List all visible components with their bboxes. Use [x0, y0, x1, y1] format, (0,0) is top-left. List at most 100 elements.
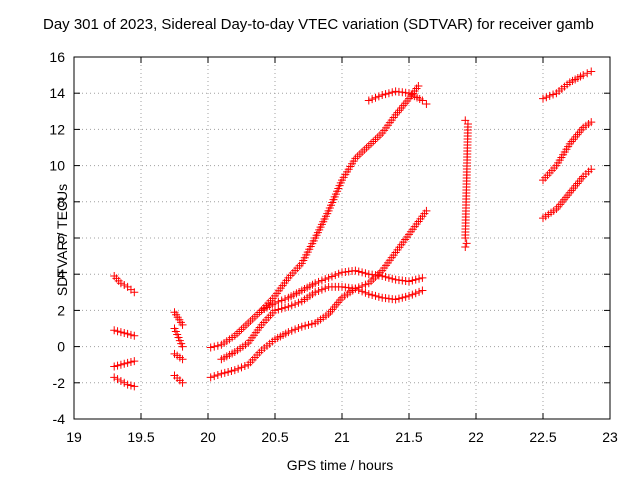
- data-point: [237, 363, 246, 372]
- data-point: [378, 91, 387, 100]
- data-point: [358, 268, 367, 277]
- data-point: [239, 323, 248, 332]
- data-point: [227, 367, 236, 376]
- data-point: [361, 280, 370, 289]
- data-point: [110, 373, 119, 382]
- data-point: [274, 305, 283, 314]
- data-point: [415, 287, 424, 296]
- data-point: [414, 81, 423, 90]
- data-point: [284, 302, 293, 311]
- x-axis-label: GPS time / hours: [286, 457, 394, 473]
- data-point: [587, 165, 596, 174]
- data-point: [351, 284, 360, 293]
- data-point: [277, 296, 286, 305]
- data-point: [126, 330, 135, 339]
- data-point: [411, 275, 420, 284]
- data-point: [579, 71, 588, 80]
- x-tick-label: 20: [200, 429, 216, 445]
- data-point: [237, 325, 246, 334]
- data-point: [358, 281, 367, 290]
- data-point: [120, 281, 129, 290]
- data-point: [113, 361, 122, 370]
- data-point: [374, 92, 383, 101]
- data-point: [235, 327, 244, 336]
- y-axis-label: SDTVAR / TECUs: [54, 183, 71, 297]
- data-point: [301, 321, 310, 330]
- data-point: [354, 283, 363, 292]
- x-tick-label: 22: [468, 429, 484, 445]
- data-point: [361, 288, 370, 297]
- data-point: [549, 90, 558, 99]
- data-point: [130, 357, 139, 366]
- data-point: [314, 277, 323, 286]
- data-point: [418, 286, 427, 295]
- x-tick-label: 19: [66, 429, 82, 445]
- data-point: [422, 206, 431, 215]
- data-point: [314, 286, 323, 295]
- data-point: [587, 67, 596, 76]
- data-point: [388, 88, 397, 97]
- data-point: [368, 291, 377, 300]
- x-tick-label: 23: [602, 429, 618, 445]
- data-point: [418, 96, 427, 105]
- data-point: [545, 91, 554, 100]
- data-point: [294, 298, 303, 307]
- data-point: [360, 145, 369, 154]
- data-point: [583, 69, 592, 78]
- data-markers: [110, 67, 596, 391]
- data-point: [355, 150, 364, 159]
- data-point: [324, 273, 333, 282]
- data-point: [178, 320, 187, 329]
- data-point: [126, 357, 135, 366]
- data-point: [110, 362, 119, 371]
- data-point: [244, 319, 253, 328]
- y-tick-label: 2: [57, 302, 65, 318]
- data-point: [361, 269, 370, 278]
- x-tick-label: 22.5: [529, 429, 556, 445]
- axis-ticks: 19 19.5 20 20.5 21 21.5 22 22.5 23 -4 -2 0 2 4 6 8 10 12 1…: [49, 49, 618, 445]
- data-point: [113, 327, 122, 336]
- y-tick-label: -2: [53, 375, 66, 391]
- data-point: [113, 375, 122, 384]
- data-point: [234, 364, 243, 373]
- data-point: [394, 294, 403, 303]
- data-point: [381, 90, 390, 99]
- data-point: [123, 329, 132, 338]
- y-tick-label: 12: [49, 121, 65, 137]
- data-point: [391, 295, 400, 304]
- data-point: [248, 314, 257, 323]
- data-point: [353, 152, 362, 161]
- data-point: [462, 239, 471, 248]
- data-point: [250, 312, 259, 321]
- data-point: [381, 272, 390, 281]
- data-point: [398, 293, 407, 302]
- data-point: [334, 269, 343, 278]
- x-tick-label: 21.5: [395, 429, 422, 445]
- data-point: [369, 137, 378, 146]
- data-point: [281, 295, 290, 304]
- data-point: [418, 273, 427, 282]
- data-point: [123, 380, 132, 389]
- data-point: [271, 299, 279, 308]
- data-point: [364, 290, 373, 299]
- data-point: [297, 322, 306, 331]
- data-point: [375, 131, 384, 140]
- data-point: [371, 135, 380, 144]
- data-point: [354, 267, 363, 276]
- data-point: [461, 234, 470, 242]
- x-tick-label: 21: [334, 429, 350, 445]
- data-point: [364, 141, 373, 150]
- data-point: [587, 118, 596, 127]
- data-point: [362, 143, 371, 152]
- data-point: [374, 292, 383, 301]
- data-point: [210, 372, 219, 381]
- data-point: [384, 273, 393, 282]
- data-point: [408, 290, 417, 299]
- data-point: [539, 94, 547, 103]
- data-point: [116, 279, 125, 288]
- data-point: [388, 274, 397, 283]
- y-tick-label: 14: [49, 85, 65, 101]
- data-point: [277, 304, 286, 313]
- data-point: [369, 275, 378, 284]
- data-point: [284, 328, 293, 337]
